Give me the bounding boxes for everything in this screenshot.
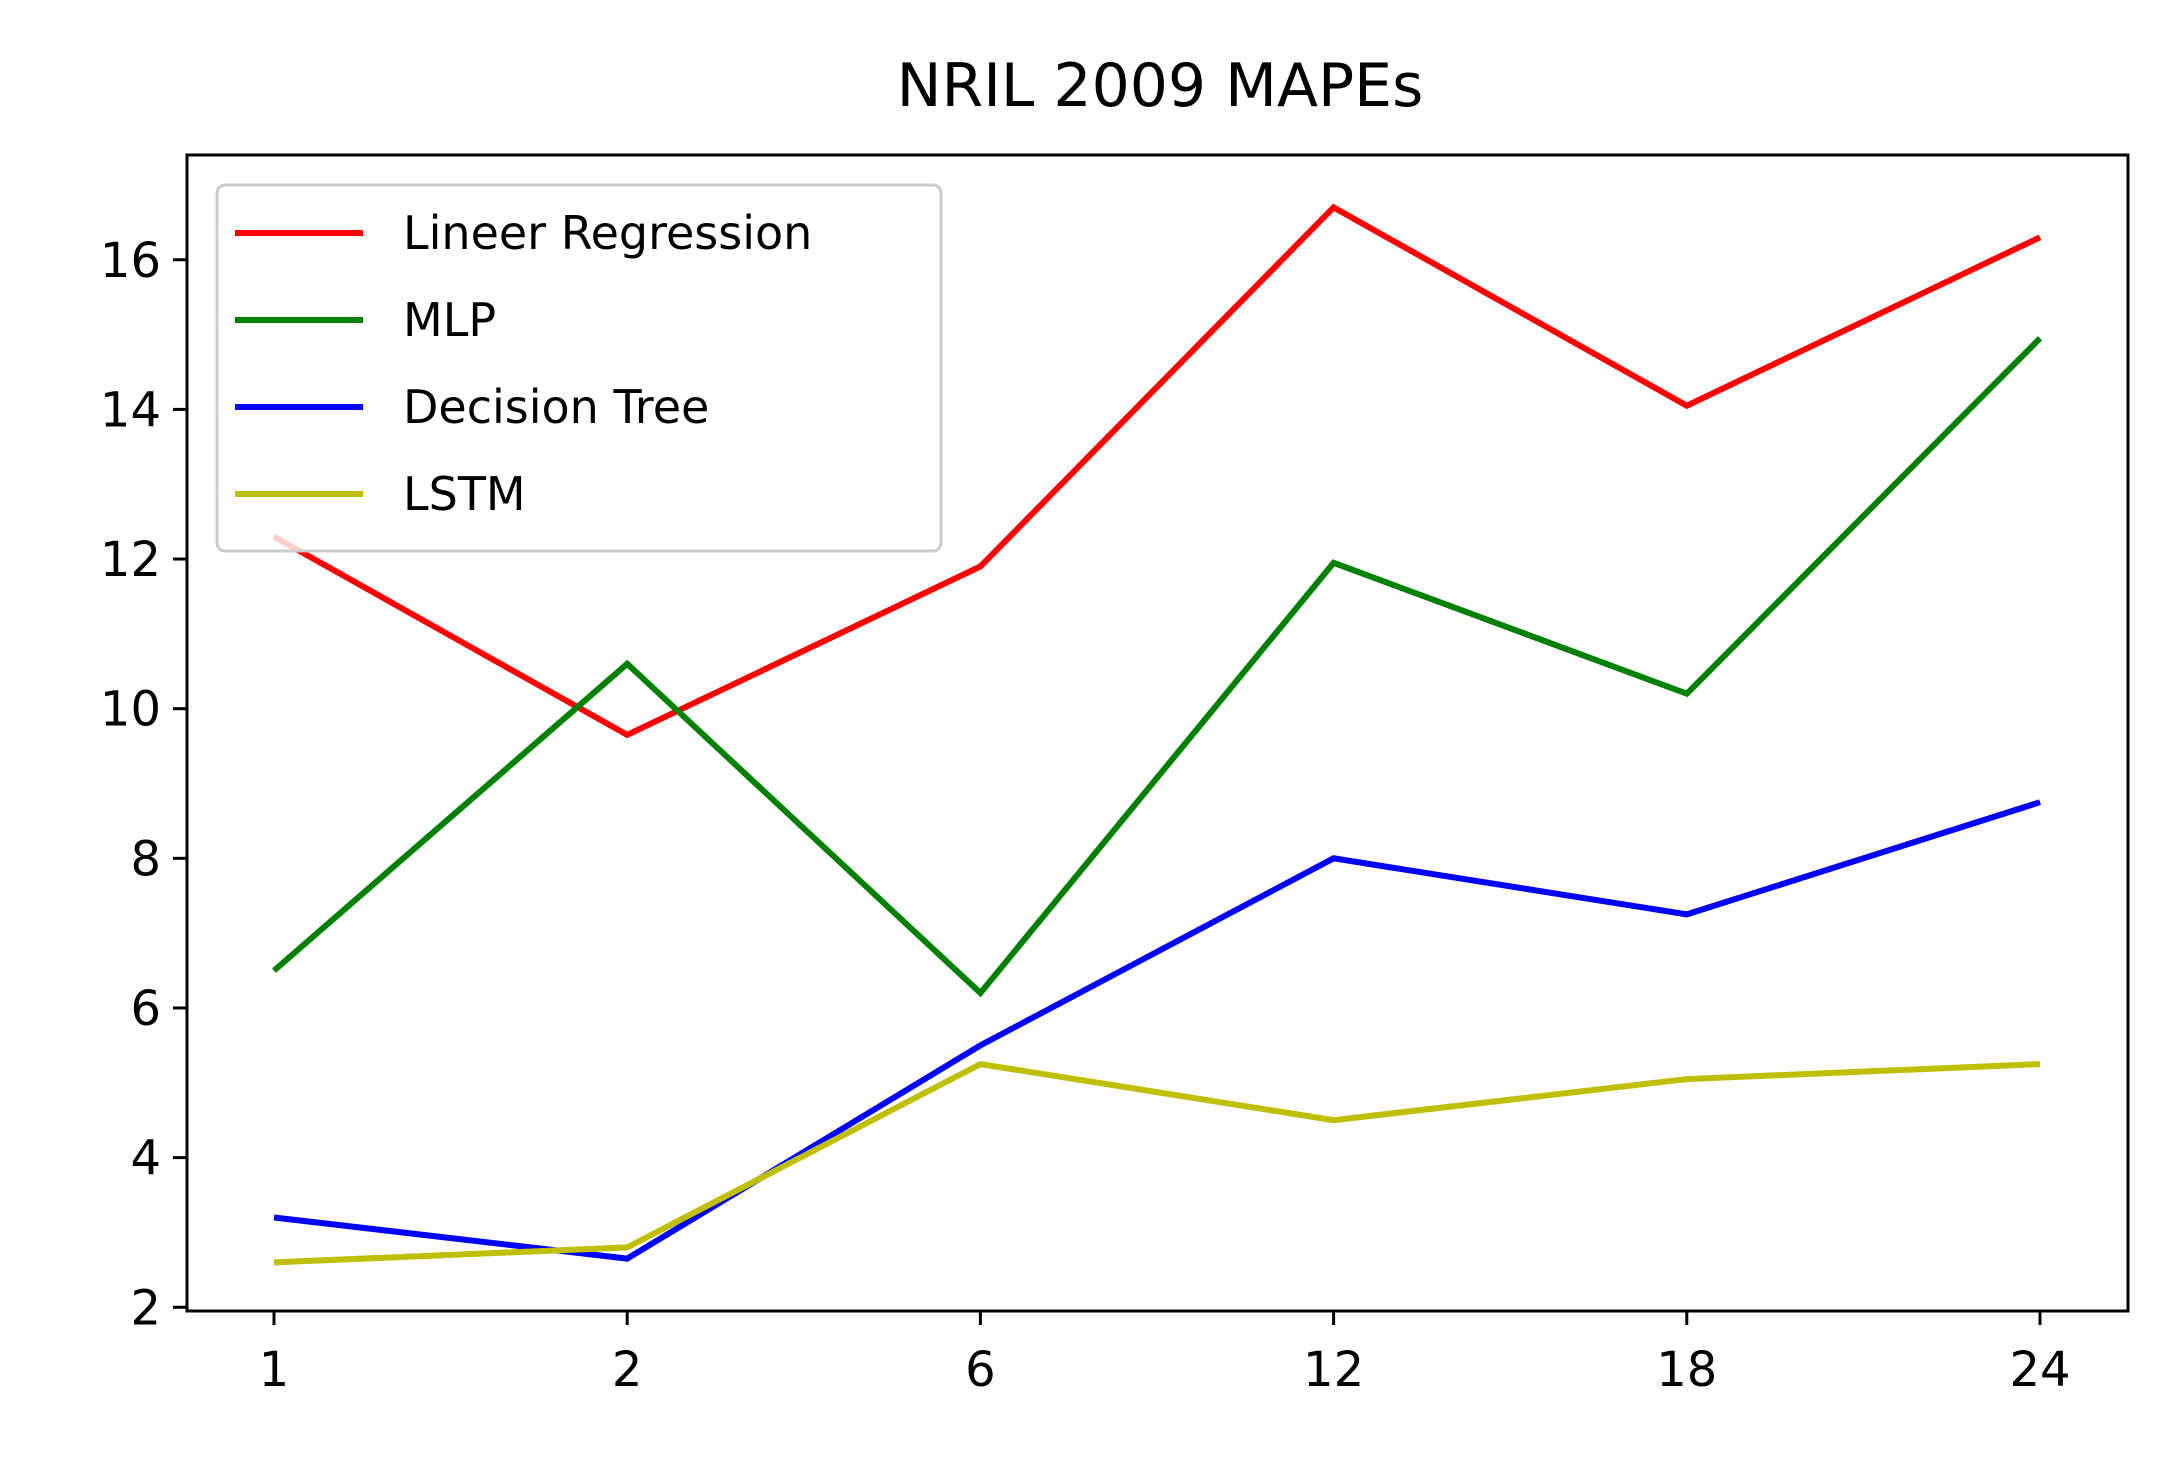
x-tick-label: 12 — [1303, 1342, 1364, 1398]
y-tick-label: 12 — [100, 532, 161, 588]
series-line-lstm — [273, 1060, 2041, 1266]
x-tick-label: 1 — [259, 1342, 290, 1398]
legend-label: MLP — [403, 293, 496, 347]
x-tick-label: 24 — [2009, 1342, 2070, 1398]
y-tick-label: 2 — [130, 1280, 161, 1336]
y-tick-label: 14 — [100, 382, 161, 438]
series-line-lineer-regression — [272, 203, 2042, 739]
y-tick-label: 8 — [130, 831, 161, 887]
legend-label: Lineer Regression — [403, 206, 812, 260]
legend-label: LSTM — [403, 467, 526, 521]
series-layer — [272, 203, 2043, 1266]
y-tick-label: 6 — [130, 981, 161, 1037]
x-tick-label: 18 — [1656, 1342, 1717, 1398]
y-tick-label: 4 — [130, 1131, 161, 1187]
legend-label: Decision Tree — [403, 380, 709, 434]
plot-frame — [185, 153, 2130, 1313]
legend-box — [215, 183, 943, 553]
chart-title: NRIL 2009 MAPEs — [897, 51, 1424, 121]
legend: Lineer Regression MLP Decision Tree LSTM — [215, 183, 943, 553]
y-tick-label: 10 — [100, 682, 161, 738]
y-tick-label: 16 — [100, 233, 161, 289]
x-tick-label: 6 — [965, 1342, 996, 1398]
x-tick-label: 2 — [612, 1342, 643, 1398]
series-line-mlp — [272, 336, 2043, 998]
